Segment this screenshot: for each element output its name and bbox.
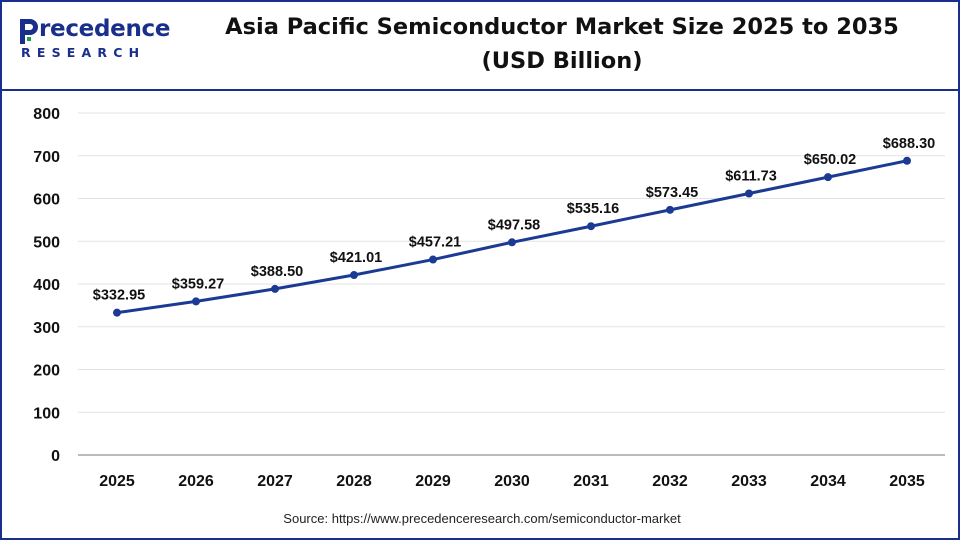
source-note: Source: https://www.precedenceresearch.c…	[283, 511, 681, 526]
data-label: $457.21	[409, 235, 461, 251]
data-point	[745, 189, 753, 198]
x-tick-label: 2033	[731, 473, 767, 490]
data-label: $650.02	[804, 152, 856, 168]
x-tick-label: 2029	[415, 473, 451, 490]
precedence-logo-icon	[20, 19, 38, 44]
data-point	[508, 238, 516, 247]
x-tick-label: 2031	[573, 473, 609, 490]
y-tick-label: 600	[33, 192, 60, 209]
x-tick-label: 2035	[889, 473, 925, 490]
data-point	[350, 271, 358, 280]
chart-title: Asia Pacific Semiconductor Market Size 2…	[172, 10, 952, 78]
x-tick-label: 2028	[336, 473, 372, 490]
data-points	[113, 156, 911, 317]
data-label: $688.30	[883, 136, 935, 152]
y-tick-label: 100	[33, 405, 60, 422]
y-tick-label: 400	[33, 277, 60, 294]
brand-logo: recedence RESEARCH	[18, 16, 171, 66]
x-tick-label: 2026	[178, 473, 214, 490]
data-point	[587, 222, 595, 231]
x-tick-label: 2032	[652, 473, 688, 490]
data-label: $388.50	[251, 264, 303, 280]
x-tick-label: 2025	[99, 473, 135, 490]
data-labels: $332.95 $359.27 $388.50 $421.01 $457.21 $497.…	[93, 136, 935, 304]
x-tick-label: 2027	[257, 473, 293, 490]
y-tick-label: 300	[33, 320, 60, 337]
data-point	[429, 255, 437, 264]
x-tick-label: 2030	[494, 473, 530, 490]
header: recedence RESEARCH Asia Pacific Semicond…	[2, 2, 958, 91]
chart-title-line-1: Asia Pacific Semiconductor Market Size 2…	[225, 14, 899, 40]
data-label: $421.01	[330, 250, 382, 266]
data-label: $332.95	[93, 288, 145, 304]
y-tick-label: 700	[33, 149, 60, 166]
chart-title-line-2: (USD Billion)	[481, 48, 643, 74]
data-label: $497.58	[488, 217, 540, 233]
data-point	[192, 297, 200, 306]
y-tick-label: 500	[33, 234, 60, 251]
data-point	[271, 284, 279, 293]
data-point	[113, 308, 121, 317]
data-label: $359.27	[172, 276, 224, 292]
data-point	[824, 173, 832, 182]
brand-subtitle: RESEARCH	[21, 45, 146, 60]
x-tick-label: 2034	[810, 473, 846, 490]
data-label: $535.16	[567, 201, 619, 217]
y-tick-label: 0	[51, 448, 60, 465]
data-point	[903, 156, 911, 165]
y-tick-label: 800	[33, 106, 60, 123]
data-label: $611.73	[725, 168, 777, 184]
brand-name: recedence	[39, 16, 171, 42]
data-point	[666, 205, 674, 214]
y-tick-label: 200	[33, 363, 60, 380]
y-axis-ticks: 0 100 200 300 400 500 600 700 800	[33, 106, 60, 465]
data-label: $573.45	[646, 185, 698, 201]
x-axis-ticks: 2025 2026 2027 2028 2029 2030 2031 2032 2033 2034…	[99, 473, 925, 490]
series-line	[116, 159, 908, 315]
